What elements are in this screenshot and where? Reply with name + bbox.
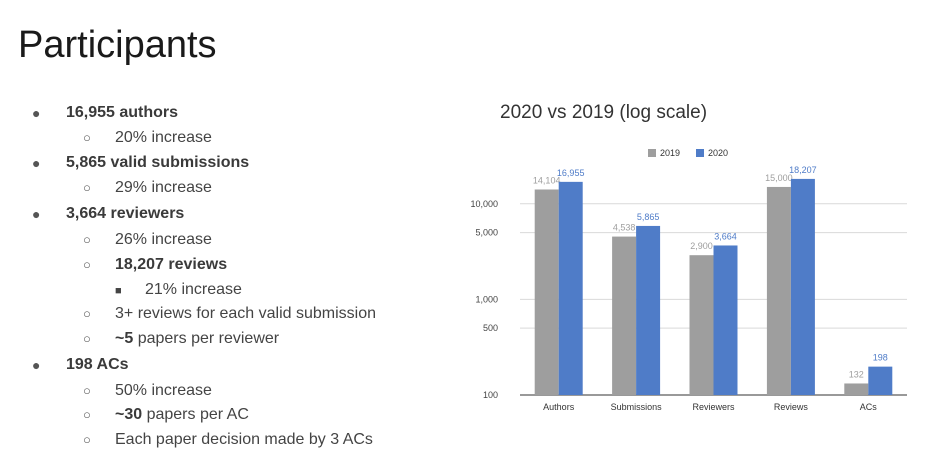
bullet-marker-icon: ○ xyxy=(83,407,91,422)
bullet-text: 21% increase xyxy=(145,280,242,300)
y-tick-label: 5,000 xyxy=(475,228,498,238)
bullet-text: Each paper decision made by 3 ACs xyxy=(115,430,373,450)
data-label: 16,955 xyxy=(557,168,585,178)
bar-2019 xyxy=(844,383,869,395)
bullet-text: 3+ reviews for each valid submission xyxy=(115,304,376,324)
bar-2020 xyxy=(636,225,661,395)
data-label: 4,538 xyxy=(613,223,636,233)
x-tick-label: Authors xyxy=(543,402,575,412)
data-label: 5,865 xyxy=(637,212,660,222)
bullet-bold-text: 198 ACs xyxy=(66,356,129,373)
data-label: 18,207 xyxy=(789,165,817,175)
bullet-marker-icon: ○ xyxy=(83,306,91,321)
y-tick-label: 1,000 xyxy=(475,294,498,304)
bullet-text: 5,865 valid submissions xyxy=(66,153,249,173)
bar-2019 xyxy=(534,189,559,395)
bullet-plain-text: 26% increase xyxy=(115,231,212,248)
y-tick-label: 10,000 xyxy=(470,199,498,209)
bullet-plain-text: 20% increase xyxy=(115,129,212,146)
bullet-text: 26% increase xyxy=(115,230,212,250)
slide-title: Participants xyxy=(18,24,217,66)
bullet-marker-icon: ○ xyxy=(83,232,91,247)
x-tick-label: ACs xyxy=(860,402,878,412)
bullet-text: 20% increase xyxy=(115,128,212,148)
data-label: 14,104 xyxy=(533,176,561,186)
bullet-marker-icon: ○ xyxy=(83,383,91,398)
bullet-plain-text: papers per reviewer xyxy=(133,330,280,347)
data-label: 15,000 xyxy=(765,173,793,183)
legend-label: 2019 xyxy=(660,148,680,158)
bar-2020 xyxy=(790,178,815,395)
bullet-text: 3,664 reviewers xyxy=(66,204,184,224)
bar-chart: 100 500 1,000 5,000 10,000 2019 2020 14,10416,9… xyxy=(470,148,907,412)
bullet-text: 16,955 authors xyxy=(66,103,178,123)
data-label: 3,664 xyxy=(714,231,737,241)
bullet-plain-text: Each paper decision made by 3 ACs xyxy=(115,431,373,448)
bullet-marker-icon: ● xyxy=(32,357,41,373)
bar-2020 xyxy=(868,366,893,395)
bullet-bold-text: 3,664 reviewers xyxy=(66,205,185,222)
y-tick-label: 100 xyxy=(483,390,498,400)
bullet-bold-text: ~5 xyxy=(115,330,134,347)
x-tick-label: Reviewers xyxy=(692,402,735,412)
bullet-marker-icon: ○ xyxy=(83,331,91,346)
bar-2019 xyxy=(689,255,714,395)
x-tick-label: Submissions xyxy=(611,402,663,412)
bullet-plain-text: papers per AC xyxy=(142,406,249,423)
bullet-text: ~30 papers per AC xyxy=(115,405,249,425)
bullet-text: 29% increase xyxy=(115,178,212,198)
bullet-plain-text: 29% increase xyxy=(115,179,212,196)
bullet-plain-text: 50% increase xyxy=(115,382,212,399)
data-label: 132 xyxy=(849,369,864,379)
bar-2020 xyxy=(558,181,583,395)
bar-2019 xyxy=(766,186,791,395)
bullet-marker-icon: ● xyxy=(32,105,41,121)
legend-label: 2020 xyxy=(708,148,728,158)
bar-2020 xyxy=(713,245,738,395)
bullet-plain-text: 3+ reviews for each valid submission xyxy=(115,305,377,322)
bullet-plain-text: 21% increase xyxy=(145,281,242,298)
legend-swatch xyxy=(648,149,656,157)
bullet-marker-icon: ○ xyxy=(83,130,91,145)
bullet-marker-icon: ■ xyxy=(115,285,122,297)
bullet-text: 18,207 reviews xyxy=(115,255,227,275)
legend-swatch xyxy=(696,149,704,157)
x-tick-label: Reviews xyxy=(774,402,809,412)
bullet-bold-text: 18,207 reviews xyxy=(115,256,228,273)
bullet-bold-text: 5,865 valid submissions xyxy=(66,154,250,171)
data-label: 198 xyxy=(873,353,888,363)
bullet-marker-icon: ● xyxy=(32,206,41,222)
bar-2019 xyxy=(612,236,637,395)
bullet-marker-icon: ○ xyxy=(83,257,91,272)
bullet-text: ~5 papers per reviewer xyxy=(115,329,279,349)
bullet-marker-icon: ○ xyxy=(83,432,91,447)
bullet-marker-icon: ○ xyxy=(83,180,91,195)
bullet-bold-text: 16,955 authors xyxy=(66,104,179,121)
chart-title: 2020 vs 2019 (log scale) xyxy=(500,102,708,123)
data-label: 2,900 xyxy=(690,241,713,251)
bullet-text: 50% increase xyxy=(115,381,212,401)
bullet-text: 198 ACs xyxy=(66,355,129,375)
bullet-marker-icon: ● xyxy=(32,155,41,171)
y-tick-label: 500 xyxy=(483,323,498,333)
bullet-bold-text: ~30 xyxy=(115,406,143,423)
